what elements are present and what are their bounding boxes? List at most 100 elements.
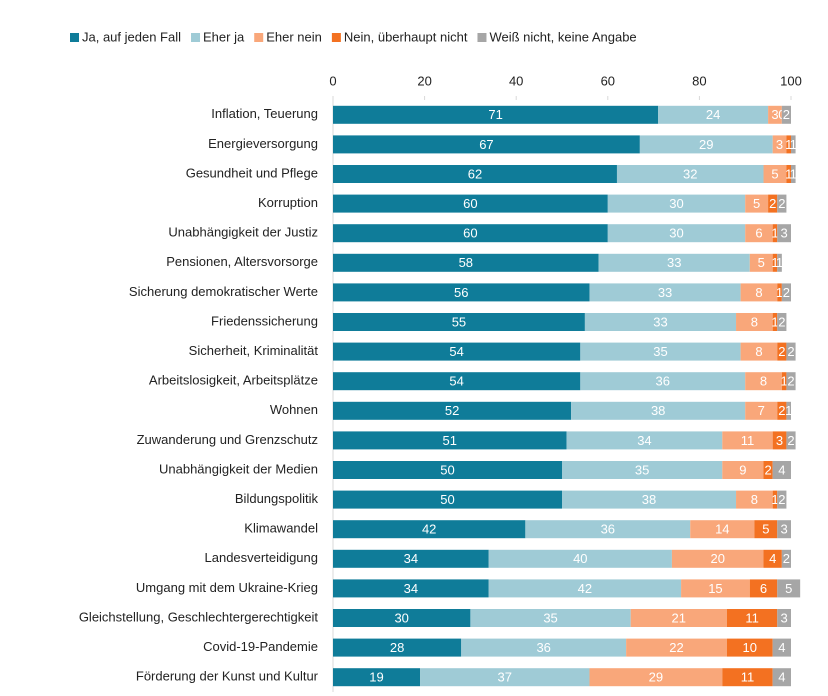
bar-segment	[639, 135, 773, 154]
bar-segment	[681, 579, 750, 598]
data-label: 2	[778, 314, 785, 329]
bar-segment	[607, 224, 746, 243]
data-label: 50	[440, 462, 454, 477]
bar-segment	[584, 313, 737, 331]
data-label: 40	[573, 551, 587, 566]
bar-segment	[786, 165, 791, 183]
bar-segment	[333, 105, 659, 124]
bar-segment	[745, 372, 782, 391]
legend-label: Weiß nicht, keine Angabe	[489, 29, 636, 44]
bar-segment	[333, 194, 608, 213]
bar-segment	[616, 165, 764, 183]
y-tick-label: Covid-19-Pandemie	[203, 639, 318, 654]
x-tick-label: 80	[692, 73, 706, 88]
bar-segment	[589, 283, 741, 302]
data-label: 24	[706, 107, 720, 122]
data-label: 62	[468, 166, 482, 181]
data-label: 36	[536, 640, 550, 655]
data-label: 30	[669, 226, 683, 241]
data-label: 1	[771, 255, 778, 270]
data-label: 67	[479, 137, 493, 152]
data-label: 32	[683, 166, 697, 181]
data-label: 22	[669, 640, 683, 655]
bar-segment	[777, 194, 787, 213]
bar-segment	[333, 165, 617, 183]
legend-swatch	[477, 33, 487, 42]
bar-segment	[781, 549, 791, 568]
y-tick-label: Korruption	[258, 195, 318, 210]
bar-segment	[333, 401, 572, 420]
bar-segment	[658, 105, 769, 124]
bar-segment	[777, 490, 787, 509]
data-label: 6	[755, 226, 762, 241]
data-label: 2	[787, 344, 794, 359]
bar-segment	[786, 372, 796, 391]
bar-segment	[580, 372, 746, 391]
data-label: 1	[776, 285, 783, 300]
data-label: 4	[778, 640, 785, 655]
data-label: 1	[785, 166, 792, 181]
bar-segment	[772, 313, 778, 331]
data-label: 71	[488, 107, 502, 122]
data-label: 2	[778, 403, 785, 418]
y-tick-label: Wohnen	[270, 402, 318, 417]
data-label: 2	[778, 196, 785, 211]
bar-segment	[333, 520, 526, 539]
y-tick-label: Friedenssicherung	[211, 313, 318, 328]
data-label: 33	[667, 255, 681, 270]
bar-segment	[786, 401, 791, 420]
bar-segment	[749, 579, 778, 598]
bar-segment	[461, 638, 627, 657]
bar-segment	[626, 638, 727, 657]
bar-segment	[786, 342, 796, 361]
data-label: 1	[785, 137, 792, 152]
bar-segment	[333, 431, 567, 450]
data-label: 2	[783, 107, 790, 122]
data-label: 29	[649, 670, 663, 685]
bar-segment	[772, 490, 778, 509]
bar-segment	[333, 313, 585, 331]
bar-segment	[768, 105, 782, 124]
bar-segment	[777, 253, 782, 272]
bar-segment	[781, 283, 791, 302]
y-tick-label: Sicherung demokratischer Werte	[129, 284, 318, 299]
legend-swatch	[70, 33, 79, 42]
data-label: 52	[445, 403, 459, 418]
bar-segment	[772, 638, 791, 657]
y-tick-label: Sicherheit, Kriminalität	[189, 343, 319, 358]
data-label: 1	[776, 255, 783, 270]
data-label: 2	[769, 196, 776, 211]
bar-segment	[525, 520, 691, 539]
data-label: 5	[753, 196, 760, 211]
y-tick-label: Inflation, Teuerung	[211, 106, 318, 121]
data-label: 42	[578, 581, 592, 596]
y-tick-label: Gleichstellung, Geschlechtergerechtigkei…	[79, 609, 319, 624]
data-label: 35	[543, 610, 557, 625]
data-label: 51	[443, 433, 457, 448]
bar-segment	[562, 461, 723, 479]
bar-segment	[745, 401, 778, 420]
x-tick-label: 40	[509, 73, 523, 88]
data-label: 34	[404, 551, 418, 566]
bar-segment	[726, 609, 778, 627]
y-tick-label: Umgang mit dem Ukraine-Krieg	[136, 580, 318, 595]
data-label: 2	[778, 492, 785, 507]
bar-segment	[777, 401, 787, 420]
data-label: 1	[771, 314, 778, 329]
data-label: 36	[656, 374, 670, 389]
data-label: 7	[758, 403, 765, 418]
bar-segment	[745, 194, 769, 213]
bar-segment	[763, 461, 773, 479]
bar-segment	[772, 135, 787, 154]
x-tick-label: 0	[329, 73, 336, 88]
bar-segment	[671, 549, 764, 568]
data-label: 2	[783, 285, 790, 300]
bar-segment	[333, 224, 608, 243]
bar-segment	[736, 313, 773, 331]
bar-segment	[589, 668, 723, 687]
bar-segment	[333, 668, 421, 687]
data-label: 54	[449, 374, 463, 389]
data-label: 2	[787, 374, 794, 389]
data-label: 1	[771, 226, 778, 241]
bar-segment	[420, 668, 590, 687]
